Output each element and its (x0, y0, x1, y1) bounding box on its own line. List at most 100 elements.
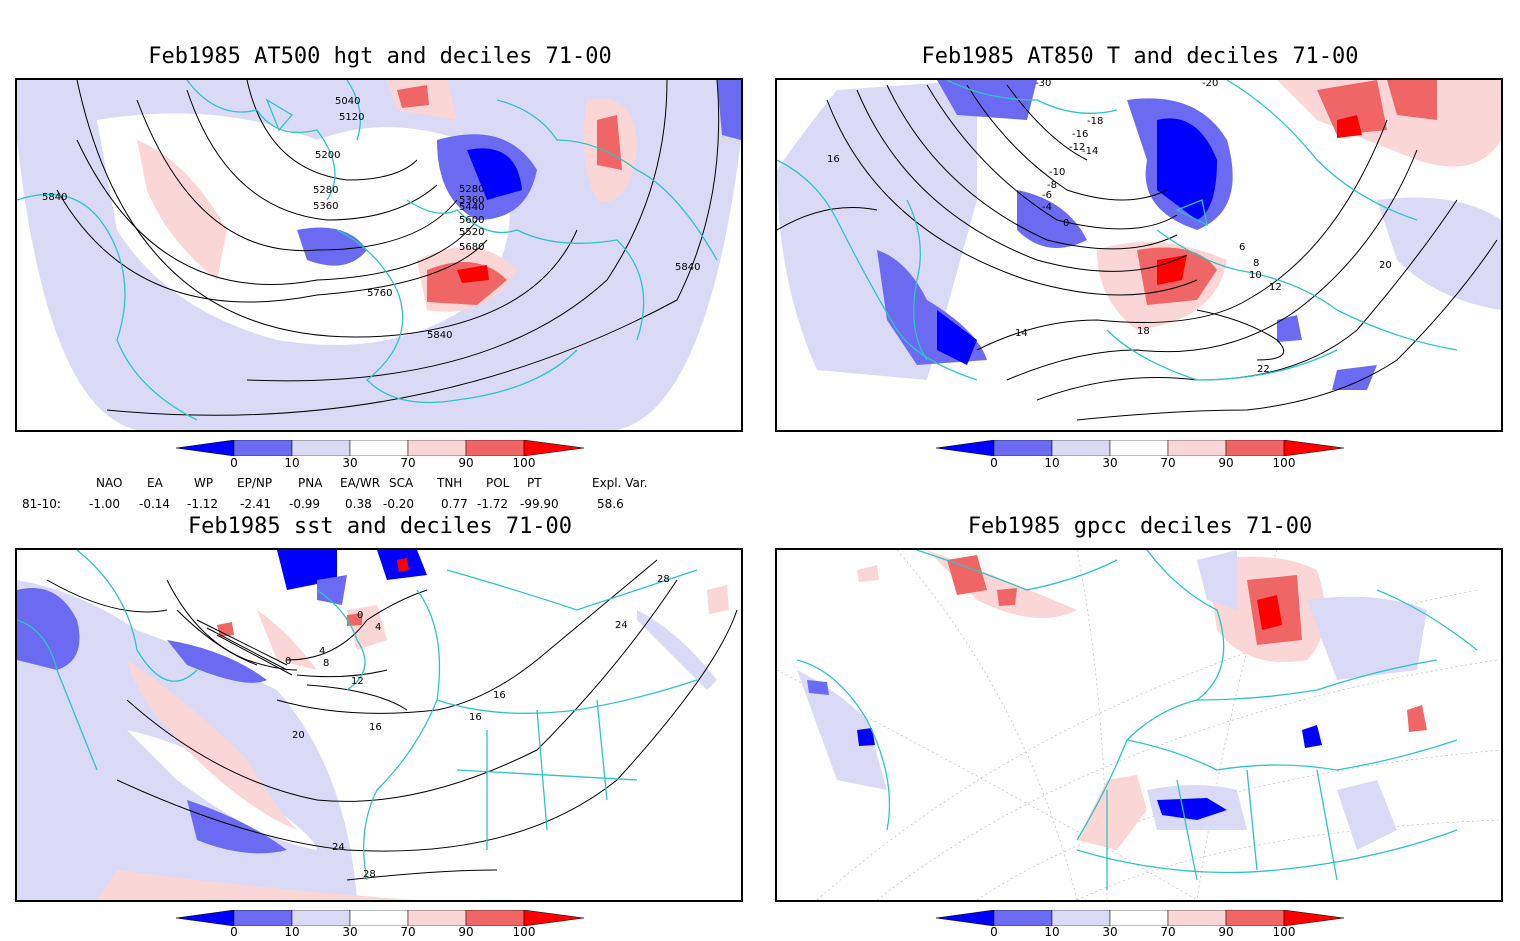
index-value: -2.41 (240, 497, 272, 511)
index-value: -1.72 (477, 497, 509, 511)
map-hgt500: 5040 5120 5200 5280 5360 5440 5600 5520 … (17, 80, 741, 430)
contour-label: -12 (1069, 142, 1085, 153)
colorbar-swatches (175, 909, 585, 927)
map-sst: 0 4 8 12 16 20 24 28 0 4 16 16 24 28 (17, 550, 741, 900)
contour-label: 16 (827, 154, 840, 165)
index-value: 58.6 (597, 497, 624, 511)
teleconnection-index-headers: NAO EA WP EP/NP PNA EA/WR SCA TNH POL PT… (0, 476, 700, 492)
contour-label: 5840 (675, 262, 700, 273)
map-panel-t850: -30 -20 -18 -16 -14 -12 -10 -8 -6 -4 0 6… (775, 78, 1503, 432)
colorbar-hgt500 (175, 439, 586, 460)
contour-label: 24 (332, 842, 345, 853)
contour-label: 16 (493, 690, 506, 701)
contour-label: 5280 (459, 184, 484, 195)
colorbar-sst (175, 909, 586, 930)
contour-label: 8 (1253, 258, 1259, 269)
colorbar-tick: 100 (512, 456, 536, 470)
index-header: PT (527, 476, 542, 490)
colorbar-labels: 0 10 30 70 90 100 (936, 456, 1356, 472)
index-value: 0.77 (441, 497, 468, 511)
colorbar-tick: 90 (1218, 456, 1234, 470)
colorbar-tick: 10 (1044, 925, 1060, 939)
colorbar-tick: 100 (1272, 456, 1296, 470)
contour-label: 20 (292, 730, 305, 741)
contour-label: 5840 (42, 192, 67, 203)
contour-label: 16 (369, 722, 382, 733)
contour-label: 5040 (335, 96, 360, 107)
contour-label: 8 (323, 658, 329, 669)
colorbar-swatches (175, 439, 585, 457)
index-header: EA (147, 476, 163, 490)
contour-label: -4 (1042, 202, 1052, 213)
contour-label: 5600 (459, 215, 484, 226)
colorbar-tick: 10 (284, 925, 300, 939)
colorbar-t850 (935, 439, 1346, 460)
contour-label: 5360 (459, 195, 484, 206)
index-value: -0.14 (139, 497, 171, 511)
panel-title-t850: Feb1985 AT850 T and deciles 71-00 (921, 44, 1359, 69)
colorbar-tick: 70 (400, 456, 416, 470)
colorbar-tick: 90 (458, 456, 474, 470)
contour-label: 5360 (313, 201, 338, 212)
colorbar-tick: 100 (512, 925, 536, 939)
map-panel-gpcc (775, 548, 1503, 902)
map-t850: -30 -20 -18 -16 -14 -12 -10 -8 -6 -4 0 6… (777, 80, 1501, 430)
contour-label: 24 (615, 620, 628, 631)
contour-label: 4 (375, 622, 381, 633)
index-header: WP (194, 476, 214, 490)
index-row-label: 81-10: (22, 497, 61, 511)
index-value: -0.99 (289, 497, 321, 511)
contour-label: -16 (1072, 129, 1088, 140)
contour-label: -6 (1042, 190, 1052, 201)
contour-label: 5280 (313, 185, 338, 196)
colorbar-tick: 0 (990, 456, 998, 470)
colorbar-tick: 0 (230, 456, 238, 470)
contour-label: 12 (351, 676, 364, 687)
colorbar-tick: 70 (1160, 456, 1176, 470)
contour-label: 18 (1137, 326, 1150, 337)
panel-title-sst: Feb1985 sst and deciles 71-00 (187, 514, 573, 539)
contour-label: 5200 (315, 150, 340, 161)
index-header: EP/NP (237, 476, 273, 490)
colorbar-labels: 0 10 30 70 90 100 (176, 925, 596, 941)
contour-label: -30 (1035, 80, 1051, 89)
contour-label: 5520 (459, 227, 484, 238)
colorbar-tick: 90 (1218, 925, 1234, 939)
panel-title-hgt500: Feb1985 AT500 hgt and deciles 71-00 (148, 44, 612, 69)
contour-label: 5120 (339, 112, 364, 123)
map-panel-hgt500: 5040 5120 5200 5280 5360 5440 5600 5520 … (15, 78, 743, 432)
contour-label: 0 (357, 610, 363, 621)
index-value: -1.12 (187, 497, 219, 511)
colorbar-tick: 10 (1044, 456, 1060, 470)
contour-label: 14 (1015, 328, 1028, 339)
index-value: 0.38 (345, 497, 372, 511)
colorbar-tick: 70 (1160, 925, 1176, 939)
contour-label: 28 (657, 574, 670, 585)
index-header: EA/WR (340, 476, 381, 490)
map-panel-sst: 0 4 8 12 16 20 24 28 0 4 16 16 24 28 (15, 548, 743, 902)
contour-label: 12 (1269, 282, 1282, 293)
colorbar-labels: 0 10 30 70 90 100 (176, 456, 596, 472)
teleconnection-index-values: 81-10: -1.00 -0.14 -1.12 -2.41 -0.99 0.3… (0, 497, 700, 513)
contour-label: -18 (1087, 116, 1103, 127)
index-header: NAO (96, 476, 123, 490)
colorbar-tick: 70 (400, 925, 416, 939)
colorbar-swatches (935, 909, 1345, 927)
index-header: TNH (437, 476, 463, 490)
colorbar-tick: 10 (284, 456, 300, 470)
contour-label: 0 (285, 656, 291, 667)
contour-label: 5760 (367, 288, 392, 299)
contour-label: 10 (1249, 270, 1262, 281)
index-header: PNA (298, 476, 323, 490)
colorbar-tick: 30 (1102, 456, 1118, 470)
index-value: -99.90 (520, 497, 559, 511)
contour-label: 6 (1239, 242, 1245, 253)
colorbar-swatches (935, 439, 1345, 457)
index-value: -1.00 (89, 497, 121, 511)
colorbar-gpcc (935, 909, 1346, 930)
contour-label: 16 (469, 712, 482, 723)
colorbar-tick: 0 (990, 925, 998, 939)
colorbar-tick: 30 (342, 925, 358, 939)
contour-label: 5680 (459, 242, 484, 253)
map-gpcc (777, 550, 1501, 900)
